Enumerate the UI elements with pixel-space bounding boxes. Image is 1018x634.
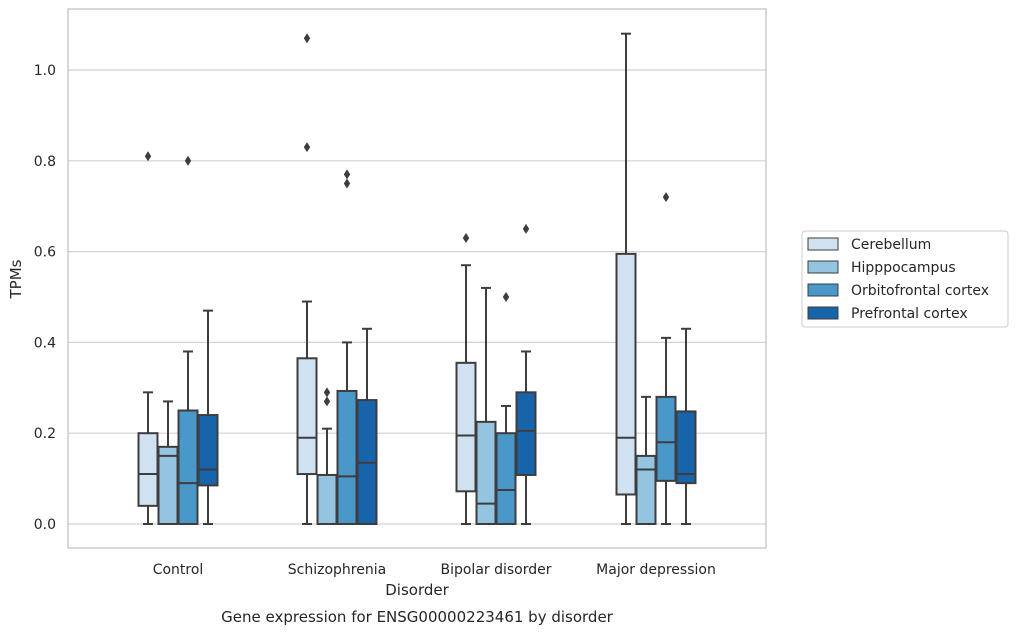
outlier-point [303,142,311,153]
box-iqr [296,357,318,476]
outlier-point [522,223,530,234]
box-hipppocampus-major-depression [635,395,657,525]
legend-swatch [807,306,839,320]
series-prefrontal-cortex [197,223,697,526]
plot-area-frame [67,8,767,549]
legend-swatch [807,260,839,274]
box-prefrontal-cortex-schizophrenia [356,327,378,526]
box-iqr [177,409,199,525]
box-prefrontal-cortex-control [197,309,219,525]
box-cerebellum-control [137,151,159,525]
chart-caption: Gene expression for ENSG00000223461 by d… [221,608,614,626]
box-prefrontal-cortex-major-depression [675,327,697,525]
y-axis-label: TPMs [7,259,25,299]
box-iqr [475,420,497,526]
outlier-point [502,292,510,302]
series-hipppocampus [157,286,657,526]
legend-label: Prefrontal cortex [851,306,968,322]
y-tick-labels: 0.0 0.2 0.4 0.6 0.8 1.0 [34,63,56,533]
box-hipppocampus-control [157,400,179,526]
legend-label: Orbitofrontal cortex [851,283,989,299]
legend-swatch [807,237,839,251]
legend: Cerebellum Hipppocampus Orbitofrontal cort… [801,230,1009,328]
box-prefrontal-cortex-bipolar-disorder [515,223,537,525]
legend-label: Cerebellum [851,237,931,253]
y-tick-label: 0.6 [34,245,56,261]
x-tick-label: Control [153,562,204,578]
y-tick-label: 0.8 [34,154,56,170]
x-axis-label: Disorder [385,581,449,599]
outlier-point [303,33,311,44]
box-cerebellum-schizophrenia [296,33,318,525]
box-iqr [455,361,477,493]
outlier-point [323,387,331,398]
box-iqr [197,414,219,487]
outlier-point [184,155,192,166]
series-cerebellum [137,32,637,525]
box-orbitofrontal-cortex-control [177,155,199,525]
y-tick-label: 0.0 [34,517,56,533]
box-hipppocampus-bipolar-disorder [475,286,497,526]
outlier-point [323,396,331,407]
outlier-point [144,151,152,162]
box-series [137,32,697,526]
legend-swatch [807,283,839,297]
outlier-point [462,232,470,243]
box-iqr [635,454,657,525]
box-cerebellum-bipolar-disorder [455,232,477,525]
box-orbitofrontal-cortex-major-depression [655,192,677,525]
x-tick-labels: Control Schizophrenia Bipolar disorder Majo… [153,562,716,578]
outlier-point [343,169,351,180]
y-tick-label: 0.4 [34,335,56,351]
box-orbitofrontal-cortex-schizophrenia [336,169,358,525]
outlier-point [662,192,670,203]
x-tick-label: Schizophrenia [288,562,386,578]
box-iqr [157,445,179,526]
x-tick-label: Major depression [596,562,716,578]
legend-label: Hipppocampus [851,260,956,276]
box-iqr [615,252,637,496]
box-iqr [316,473,338,525]
legend-frame [801,230,1009,328]
series-orbitofrontal-cortex [177,155,677,526]
box-orbitofrontal-cortex-bipolar-disorder [495,292,517,526]
box-iqr [495,432,517,526]
box-iqr [675,410,697,485]
box-iqr [515,391,537,476]
box-hipppocampus-schizophrenia [316,387,338,525]
y-tick-label: 0.2 [34,426,56,442]
box-cerebellum-major-depression [615,32,637,525]
y-tick-label: 1.0 [34,63,56,79]
box-iqr [655,395,677,482]
box-iqr [336,389,358,525]
x-tick-label: Bipolar disorder [440,562,551,578]
box-iqr [137,432,159,507]
outlier-point [343,178,351,189]
